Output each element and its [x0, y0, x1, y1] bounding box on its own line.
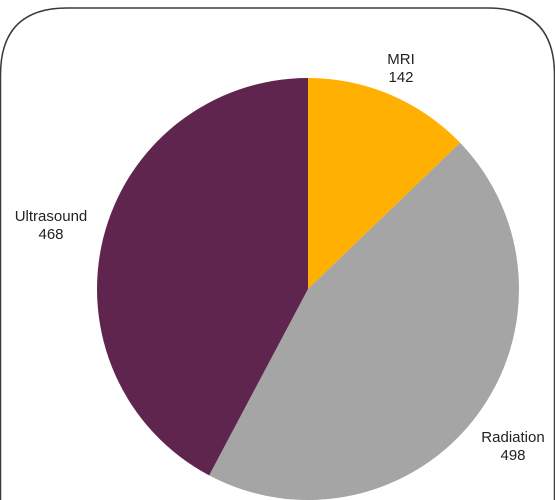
- slice-value-ultrasound: 468: [38, 226, 63, 243]
- pie-slice-radiation: [209, 142, 519, 500]
- slice-value-radiation: 498: [500, 447, 525, 464]
- slice-label-ultrasound: Ultrasound: [15, 208, 88, 225]
- slice-value-mri: 142: [388, 69, 413, 86]
- slices-group: [96, 78, 519, 500]
- slice-label-mri: MRI: [387, 51, 415, 68]
- slice-label-radiation: Radiation: [481, 429, 544, 446]
- chart-border: [0, 7, 555, 500]
- pie-slice-mri: [308, 78, 461, 289]
- pie-slice-ultrasound: [96, 78, 308, 476]
